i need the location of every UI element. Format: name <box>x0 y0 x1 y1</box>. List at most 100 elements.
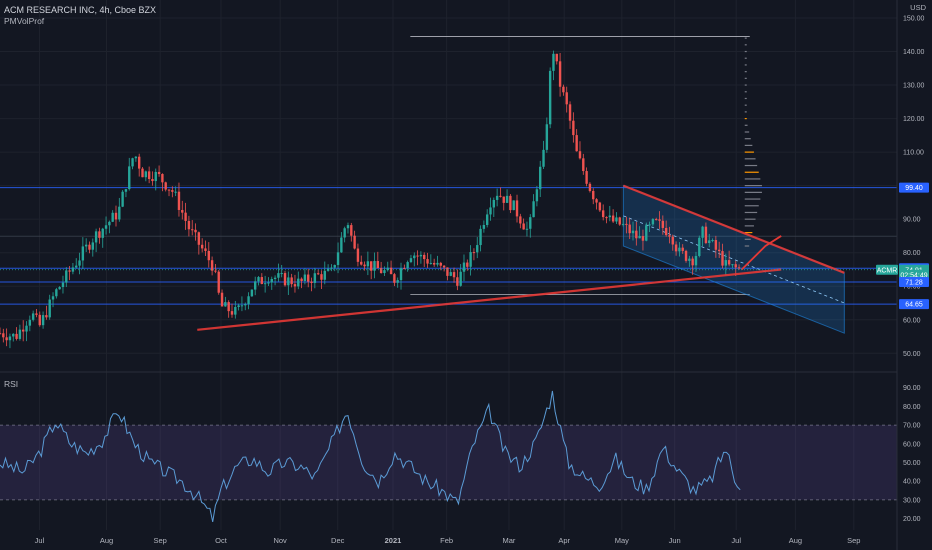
candle-body <box>61 282 65 288</box>
time-tick-label: Feb <box>440 536 453 545</box>
ticker-badge-box <box>876 264 898 275</box>
price-tick-label: 110.00 <box>903 150 924 157</box>
candle-body <box>721 251 724 266</box>
candle-body <box>671 236 674 245</box>
candle-body <box>263 283 267 285</box>
candle-body <box>727 260 731 265</box>
candle-body <box>611 215 615 222</box>
price-tag-text: 64.65 <box>905 302 923 309</box>
candle-body <box>419 254 423 257</box>
candle-body <box>393 274 396 283</box>
candle-body <box>436 262 439 265</box>
rsi-label[interactable]: RSI <box>4 379 19 389</box>
candle-body <box>346 225 350 229</box>
candle-body <box>545 124 549 150</box>
candle-body <box>495 195 499 200</box>
candle-body <box>442 265 446 268</box>
candle-body <box>326 268 330 271</box>
candle-body <box>200 244 204 249</box>
candle-body <box>356 248 360 262</box>
candle-body <box>582 158 585 172</box>
time-tick-label: Dec <box>331 536 345 545</box>
candle-body <box>618 217 621 225</box>
candle-body <box>691 258 694 266</box>
candle-body <box>601 210 605 218</box>
candle-body <box>592 190 595 200</box>
candle-body <box>128 166 131 190</box>
candle-body <box>323 270 326 280</box>
candle-body <box>154 171 157 182</box>
candle-body <box>529 217 532 229</box>
candle-body <box>363 264 366 267</box>
candle-body <box>462 262 466 272</box>
candle-body <box>572 120 575 136</box>
candle-body <box>664 227 668 236</box>
candle-body <box>565 92 568 105</box>
candle-body <box>191 229 194 231</box>
candle-body <box>0 333 2 335</box>
candle-body <box>350 225 353 236</box>
candle-body <box>734 264 737 268</box>
candle-body <box>432 262 436 265</box>
candle-body <box>141 168 144 178</box>
candle-body <box>555 53 558 62</box>
candle-body <box>260 277 264 285</box>
candle-body <box>456 277 459 286</box>
candle-body <box>157 171 161 175</box>
candle-body <box>466 262 469 267</box>
candle-body <box>389 267 393 275</box>
candle-body <box>403 268 406 270</box>
candle-body <box>91 242 94 250</box>
price-tick-label: 50.00 <box>903 351 921 358</box>
candle-body <box>12 333 15 337</box>
candle-body <box>343 228 346 238</box>
candle-body <box>111 212 114 222</box>
candle-body <box>426 259 429 264</box>
time-tick-label: Jul <box>731 536 741 545</box>
chart-title[interactable]: ACM RESEARCH INC, 4h, Cboe BZX <box>4 5 157 15</box>
candle-body <box>459 271 462 286</box>
time-tick-label: Aug <box>789 536 802 545</box>
trendline-support <box>197 268 782 331</box>
candle-body <box>539 166 542 190</box>
price-tag-text: 99.40 <box>905 185 923 192</box>
candle-body <box>147 171 151 179</box>
price-tag-box <box>899 299 929 310</box>
candle-body <box>184 212 187 221</box>
candle-body <box>386 267 389 271</box>
price-tag-box <box>899 182 929 193</box>
candle-body <box>336 252 340 265</box>
candle-body <box>469 252 472 267</box>
candle-body <box>505 195 509 203</box>
price-tag-box <box>899 276 929 287</box>
candle-body <box>104 225 108 229</box>
candle-body <box>28 319 32 326</box>
price-tick-label: 90.00 <box>903 217 921 224</box>
candle-body <box>409 258 413 263</box>
indicator-label[interactable]: PMVolProf <box>4 16 45 26</box>
candle-body <box>270 278 273 283</box>
candle-body <box>220 292 224 307</box>
rsi-tick-label: 20.00 <box>903 516 921 523</box>
candle-body <box>8 336 12 341</box>
candle-body <box>51 296 55 300</box>
time-tick-label: Mar <box>503 536 516 545</box>
candle-body <box>704 226 708 244</box>
candle-body <box>605 217 608 219</box>
candle-body <box>204 248 207 251</box>
candle-body <box>681 247 684 251</box>
candle-body <box>413 255 416 259</box>
candle-body <box>423 254 426 260</box>
candle-body <box>118 206 121 220</box>
candle-body <box>532 201 535 218</box>
candle-body <box>737 267 741 269</box>
candle-body <box>482 224 486 229</box>
price-tag-text: 02:54:49 <box>900 272 927 279</box>
candle-body <box>2 333 5 338</box>
candle-body <box>724 260 728 266</box>
time-tick-label: 2021 <box>385 536 402 545</box>
rsi-series <box>0 390 741 523</box>
candle-body <box>416 255 419 257</box>
candle-body <box>519 216 522 224</box>
